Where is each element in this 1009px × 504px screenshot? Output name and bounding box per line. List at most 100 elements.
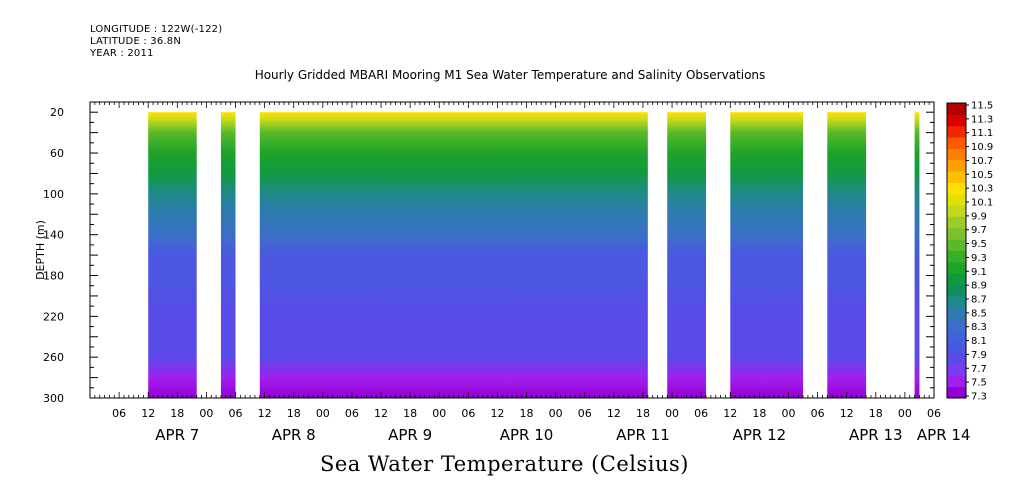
- x-tick-label: 00: [432, 407, 446, 420]
- colorbar-swatch: [947, 182, 966, 195]
- colorbar-label: 9.7: [971, 225, 987, 236]
- x-tick-label: 18: [170, 407, 184, 420]
- colorbar-swatch: [947, 239, 966, 251]
- x-tick-label: 06: [229, 407, 243, 420]
- day-label: APR 13: [849, 426, 903, 444]
- y-tick-label: 260: [43, 351, 64, 364]
- colorbar-swatch: [947, 307, 966, 320]
- colorbar-label: 10.9: [971, 142, 993, 153]
- y-axis-label: DEPTH (m): [34, 220, 47, 280]
- colorbar-label: 7.5: [971, 378, 987, 389]
- x-tick-label: 00: [199, 407, 213, 420]
- colorbar-swatch: [947, 341, 966, 354]
- colorbar-swatch: [947, 273, 966, 286]
- colorbar-label: 11.3: [971, 114, 993, 125]
- data-segment: [667, 112, 707, 398]
- x-tick-label: 06: [694, 407, 708, 420]
- year-label: YEAR : 2011: [90, 48, 154, 59]
- x-tick-label: 12: [490, 407, 504, 420]
- x-tick-label: 12: [258, 407, 272, 420]
- day-label: APR 8: [272, 426, 316, 444]
- longitude-label: LONGITUDE : 122W(-122): [90, 24, 223, 35]
- x-tick-label: 18: [636, 407, 650, 420]
- colorbar-swatch: [947, 352, 966, 365]
- colorbar-swatch: [947, 227, 966, 240]
- data-segment: [827, 112, 867, 398]
- x-tick-label: 00: [665, 407, 679, 420]
- colorbar-swatch: [947, 205, 966, 217]
- colorbar-label: 8.3: [971, 322, 987, 333]
- x-tick-label: 18: [287, 407, 301, 420]
- x-tick-label: 00: [781, 407, 795, 420]
- colorbar-label: 7.7: [971, 364, 987, 375]
- y-tick-label: 100: [43, 188, 64, 201]
- x-tick-label: 06: [112, 407, 126, 420]
- bottom-title: Sea Water Temperature (Celsius): [319, 452, 689, 476]
- x-tick-label: 06: [811, 407, 825, 420]
- colorbar-label: 11.5: [971, 101, 993, 112]
- colorbar-swatch: [947, 193, 966, 206]
- colorbar-label: 11.1: [971, 128, 993, 139]
- data-segments: [148, 112, 920, 398]
- colorbar-swatch: [947, 250, 966, 263]
- colorbar-label: 7.9: [971, 350, 987, 361]
- x-axis: 06 12 18 00 06 12 18 00 06 12 18 00 06 12 18 00 06 12 18 00…: [89, 102, 971, 444]
- colorbar-swatch: [947, 261, 966, 274]
- x-tick-label: 12: [374, 407, 388, 420]
- y-tick-label: 20: [50, 106, 64, 119]
- colorbar-swatch: [947, 375, 966, 388]
- x-tick-label: 18: [869, 407, 883, 420]
- data-segment: [914, 112, 920, 398]
- colorbar-label: 10.7: [971, 156, 993, 167]
- colorbar-swatch: [947, 159, 966, 172]
- colorbar-swatch: [947, 216, 966, 229]
- day-label: APR 14: [917, 426, 971, 444]
- x-tick-label: 18: [752, 407, 766, 420]
- x-tick-label: 18: [520, 407, 534, 420]
- x-tick-label: 12: [723, 407, 737, 420]
- colorbar-swatch: [947, 295, 966, 308]
- data-segment: [148, 112, 197, 398]
- colorbar-swatch: [947, 148, 966, 161]
- latitude-label: LATITUDE : 36.8N: [90, 36, 182, 47]
- colorbar-swatch: [947, 386, 966, 399]
- day-label: APR 9: [388, 426, 432, 444]
- colorbar-label: 10.5: [971, 170, 993, 181]
- x-tick-label: 12: [141, 407, 155, 420]
- y-tick-label: 140: [43, 229, 64, 242]
- colorbar-label: 9.1: [971, 267, 987, 278]
- colorbar-swatch: [947, 284, 966, 297]
- colorbar-label: 10.1: [971, 198, 993, 209]
- colorbar-label: 10.3: [971, 184, 993, 195]
- colorbar-legend: 11.5 11.3 11.1 10.9 10.7 10.5 10.3 10.1 9.9 9.7 9.…: [946, 101, 993, 403]
- x-tick-label: 00: [316, 407, 330, 420]
- colorbar-swatch: [947, 363, 966, 376]
- x-tick-label: 18: [403, 407, 417, 420]
- colorbar-label: 8.1: [971, 336, 987, 347]
- colorbar-label: 8.5: [971, 308, 987, 319]
- chart-title: Hourly Gridded MBARI Mooring M1 Sea Wate…: [254, 68, 766, 82]
- y-tick-label: 60: [50, 147, 64, 160]
- colorbar-label: 9.9: [971, 211, 987, 222]
- colorbar-label: 7.3: [971, 392, 987, 403]
- x-tick-label: 00: [898, 407, 912, 420]
- colorbar-swatch: [947, 171, 966, 183]
- y-axis: 20 60 100 140 180 220 260 300: [43, 101, 934, 405]
- y-tick-label: 300: [43, 392, 64, 405]
- x-tick-label: 06: [578, 407, 592, 420]
- colorbar-swatch: [947, 125, 966, 138]
- day-label: APR 12: [733, 426, 787, 444]
- x-tick-label: 06: [461, 407, 475, 420]
- colorbar-label: 9.5: [971, 239, 987, 250]
- colorbar-swatch: [947, 114, 966, 127]
- colorbar-swatch: [947, 318, 966, 331]
- colorbar-label: 9.3: [971, 253, 987, 264]
- day-label: APR 7: [155, 426, 199, 444]
- x-tick-label: 12: [607, 407, 621, 420]
- data-segment: [730, 112, 804, 398]
- colorbar-swatch: [947, 137, 966, 149]
- day-label: APR 10: [500, 426, 554, 444]
- x-tick-label: 00: [549, 407, 563, 420]
- colorbar-swatch: [947, 329, 966, 342]
